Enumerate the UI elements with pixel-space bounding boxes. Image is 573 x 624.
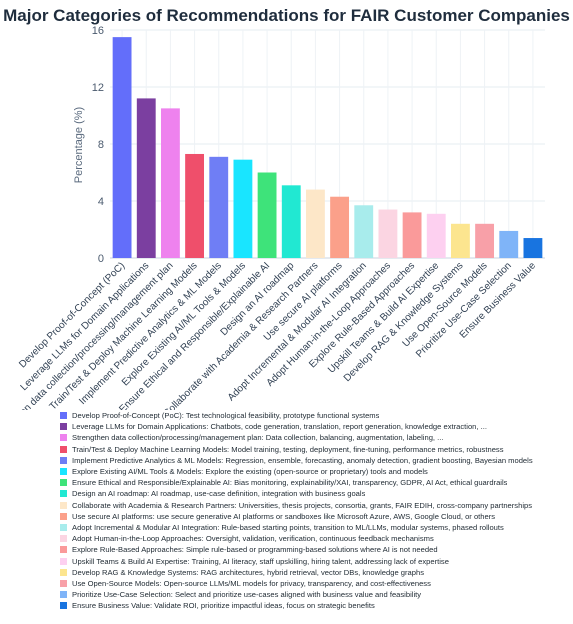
bar <box>378 209 398 258</box>
legend-label: Ensure Ethical and Responsible/Explainab… <box>72 478 508 488</box>
legend-swatch <box>60 546 67 554</box>
bar <box>426 213 446 258</box>
legend-swatch <box>60 479 67 487</box>
x-tick-labels: Develop Proof-of-Concept (PoC)Leverage L… <box>0 260 538 410</box>
legend-item: Explore Rule-Based Approaches: Simple ru… <box>60 544 570 555</box>
bar <box>475 223 495 258</box>
legend-item: Adopt Human-in-the-Loop Approaches: Over… <box>60 533 570 544</box>
bar-chart: 0 4 8 12 16 Develop Proof-of-Concept (PoC)Le… <box>0 25 545 410</box>
legend-item: Ensure Business Value: Validate ROI, pri… <box>60 600 570 611</box>
legend-item: Collaborate with Academia & Research Par… <box>60 500 570 511</box>
bar <box>450 223 470 258</box>
legend-item: Adopt Incremental & Modular AI Integrati… <box>60 522 570 533</box>
legend-item: Leverage LLMs for Domain Applications: C… <box>60 421 570 432</box>
bar <box>209 156 229 258</box>
legend-item: Use secure AI platforms: use secure gene… <box>60 511 570 522</box>
legend-label: Collaborate with Academia & Research Par… <box>72 500 533 510</box>
legend-swatch <box>60 602 67 610</box>
legend-item: Use Open-Source Models: Open-source LLMs… <box>60 578 570 589</box>
bar <box>160 108 180 258</box>
chart-title: Major Categories of Recommendations for … <box>3 6 570 25</box>
legend-item: Design an AI roadmap: AI roadmap, use-ca… <box>60 488 570 499</box>
legend-item: Ensure Ethical and Responsible/Explainab… <box>60 477 570 488</box>
legend-swatch <box>60 591 67 599</box>
legend-swatch <box>60 579 67 587</box>
legend-swatch <box>60 523 67 531</box>
bar <box>112 37 132 258</box>
legend-label: Use secure AI platforms: use secure gene… <box>72 511 496 521</box>
legend-item: Strengthen data collection/processing/ma… <box>60 432 570 443</box>
legend-swatch <box>60 423 67 431</box>
legend-swatch <box>60 434 67 442</box>
legend-label: Adopt Human-in-the-Loop Approaches: Over… <box>72 534 434 544</box>
legend-item: Implement Predictive Analytics & ML Mode… <box>60 455 570 466</box>
y-tick-label: 4 <box>98 196 104 208</box>
legend-label: Explore Rule-Based Approaches: Simple ru… <box>72 545 438 555</box>
bar <box>499 230 519 258</box>
legend-swatch <box>60 445 67 453</box>
legend-label: Design an AI roadmap: AI roadmap, use-ca… <box>72 489 366 499</box>
legend-label: Use Open-Source Models: Open-source LLMs… <box>72 578 431 588</box>
legend-label: Explore Existing AI/ML Tools & Models: E… <box>72 467 428 477</box>
legend-label: Train/Test & Deploy Machine Learning Mod… <box>72 444 504 454</box>
y-tick-labels: 0 4 8 12 16 <box>92 25 104 265</box>
legend-item: Train/Test & Deploy Machine Learning Mod… <box>60 444 570 455</box>
legend: Develop Proof-of-Concept (PoC): Test tec… <box>60 410 570 611</box>
legend-swatch <box>60 468 67 476</box>
legend-label: Develop Proof-of-Concept (PoC): Test tec… <box>72 411 380 421</box>
legend-swatch <box>60 412 67 420</box>
legend-label: Prioritize Use-Case Selection: Select an… <box>72 590 422 600</box>
bars <box>112 37 543 259</box>
legend-label: Adopt Incremental & Modular AI Integrati… <box>72 522 504 532</box>
legend-item: Prioritize Use-Case Selection: Select an… <box>60 589 570 600</box>
legend-label: Leverage LLMs for Domain Applications: C… <box>72 422 487 432</box>
legend-swatch <box>60 557 67 565</box>
bar <box>136 98 156 259</box>
bar <box>330 196 350 258</box>
legend-swatch <box>60 568 67 576</box>
bar <box>281 185 301 258</box>
legend-item: Develop RAG & Knowledge Systems: RAG arc… <box>60 567 570 578</box>
bar <box>523 238 543 258</box>
legend-label: Upskill Teams & Build AI Expertise: Trai… <box>72 556 449 566</box>
bar <box>185 153 205 258</box>
legend-label: Ensure Business Value: Validate ROI, pri… <box>72 601 375 611</box>
bar <box>305 189 325 258</box>
legend-item: Develop Proof-of-Concept (PoC): Test tec… <box>60 410 570 421</box>
bar <box>257 172 277 258</box>
legend-swatch <box>60 512 67 520</box>
bar <box>402 212 422 258</box>
legend-label: Strengthen data collection/processing/ma… <box>72 433 444 443</box>
y-tick-label: 16 <box>92 25 104 37</box>
bar <box>354 205 374 258</box>
legend-swatch <box>60 535 67 543</box>
legend-swatch <box>60 490 67 498</box>
legend-label: Implement Predictive Analytics & ML Mode… <box>72 455 533 465</box>
legend-swatch <box>60 501 67 509</box>
y-tick-label: 8 <box>98 139 104 151</box>
y-tick-label: 12 <box>92 82 104 94</box>
legend-item: Explore Existing AI/ML Tools & Models: E… <box>60 466 570 477</box>
legend-label: Develop RAG & Knowledge Systems: RAG arc… <box>72 567 424 577</box>
bar <box>233 159 253 258</box>
y-tick-label: 0 <box>98 253 104 265</box>
y-axis-title: Percentage (%) <box>73 107 85 183</box>
legend-item: Upskill Teams & Build AI Expertise: Trai… <box>60 555 570 566</box>
legend-swatch <box>60 456 67 464</box>
